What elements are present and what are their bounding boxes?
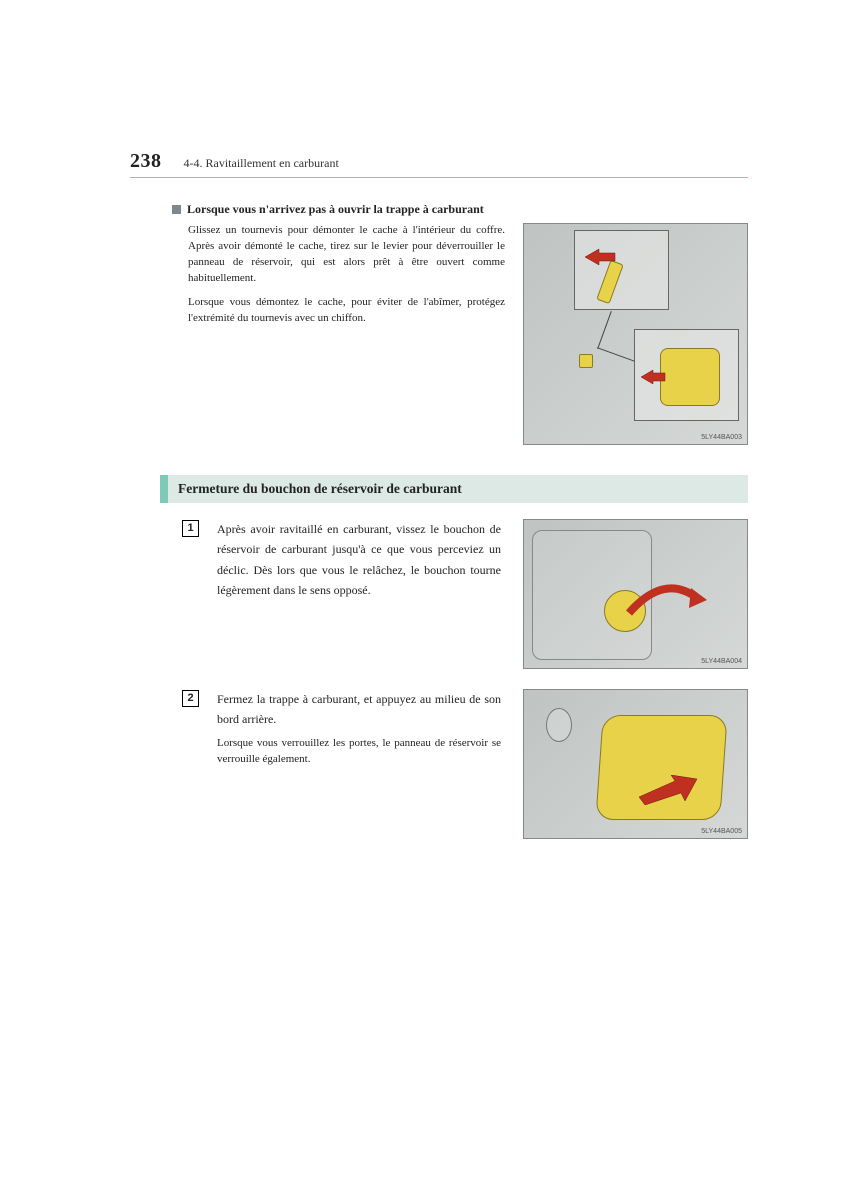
arrow-rotate-icon [619, 568, 709, 628]
step-1-text: Après avoir ravitaillé en carburant, vis… [217, 519, 505, 669]
page-header: 238 4-4. Ravitaillement en carburant [130, 150, 748, 178]
arrow-left-icon [585, 247, 617, 267]
section-accent [160, 475, 168, 503]
door-handle-outline [546, 708, 572, 742]
step-2-row: 2 Fermez la trappe à carburant, et appuy… [182, 689, 748, 839]
step-1-row: 1 Après avoir ravitaillé en carburant, v… [182, 519, 748, 669]
page-number: 238 [130, 150, 162, 173]
step-number-box: 1 [182, 520, 199, 537]
step-2-text: Fermez la trappe à carburant, et appuyez… [217, 689, 505, 839]
illustration-ref: 5LY44BA005 [701, 828, 742, 835]
content-block-1: Glissez un tournevis pour démonter le ca… [188, 223, 748, 445]
block1-para1: Glissez un tournevis pour démonter le ca… [188, 223, 505, 287]
arrow-push-icon [639, 775, 699, 805]
illustration-fuel-release: 5LY44BA003 [523, 223, 748, 445]
illustration-ref: 5LY44BA004 [701, 658, 742, 665]
subheading: Lorsque vous n'arrivez pas à ouvrir la t… [172, 202, 748, 217]
subheading-text: Lorsque vous n'arrivez pas à ouvrir la t… [187, 202, 484, 217]
step-2-note: Lorsque vous verrouillez les portes, le … [217, 736, 501, 768]
section-heading-bar: Fermeture du bouchon de réservoir de car… [160, 475, 748, 503]
release-lever-marker [579, 354, 593, 368]
leader-line [597, 311, 612, 349]
callout-box-1 [574, 230, 669, 310]
square-bullet-icon [172, 205, 181, 214]
section-heading-text: Fermeture du bouchon de réservoir de car… [168, 475, 748, 503]
illustration-fuel-flap-push: 5LY44BA005 [523, 689, 748, 839]
step-2-main-text: Fermez la trappe à carburant, et appuyez… [217, 689, 501, 730]
illustration-ref: 5LY44BA003 [701, 434, 742, 441]
leader-line [597, 347, 635, 362]
block1-para2: Lorsque vous démontez le cache, pour évi… [188, 295, 505, 327]
step-number-box: 2 [182, 690, 199, 707]
section-path: 4-4. Ravitaillement en carburant [184, 156, 339, 171]
arrow-left-icon [641, 368, 667, 386]
fuel-flap-icon [660, 348, 720, 406]
illustration-fuel-cap-close: 5LY44BA004 [523, 519, 748, 669]
block1-text: Glissez un tournevis pour démonter le ca… [188, 223, 505, 445]
callout-box-2 [634, 329, 739, 421]
